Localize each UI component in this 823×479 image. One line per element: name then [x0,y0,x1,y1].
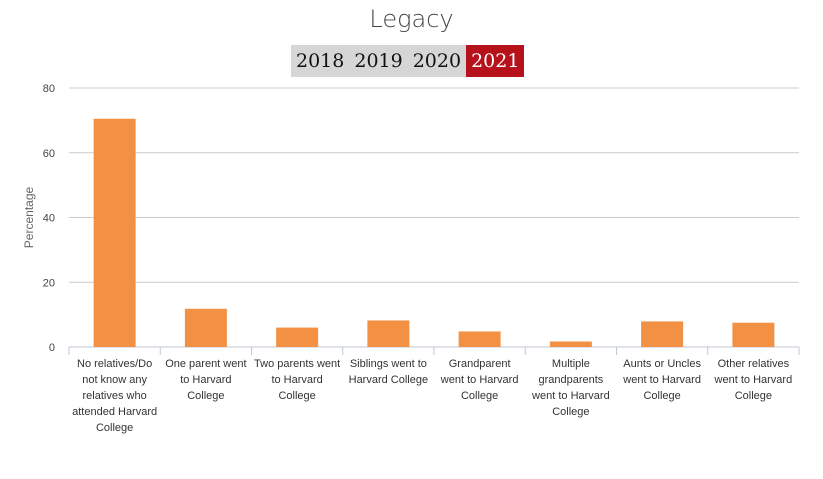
year-tab-2020[interactable]: 2020 [407,45,467,77]
y-tick-label: 20 [43,277,55,289]
year-tab-2021[interactable]: 2021 [466,45,525,77]
y-tick-label: 0 [49,342,55,354]
x-tick-label: One parent went to Harvard College [165,358,247,402]
x-tick-label: Other relatives went to Harvard College [714,358,793,402]
x-tick-label: No relatives/Do not know any relatives w… [72,358,158,434]
x-tick-label: Aunts or Uncles went to Harvard College [623,358,701,402]
year-tab-2018[interactable]: 2018 [291,45,350,77]
bar [367,320,410,347]
bar [549,341,592,347]
bar [458,331,501,347]
bar [732,322,775,347]
y-axis-title: Percentage [22,186,36,248]
x-tick-label: Siblings went to Harvard College [348,358,429,386]
y-tick-label: 60 [43,148,55,160]
year-tab-2019[interactable]: 2019 [349,45,408,77]
x-tick-label: Grandparent went to Harvard College [440,358,519,402]
bar [93,118,136,347]
x-tick-label: Multiple grandparents went to Harvard Co… [532,358,610,418]
bar [184,308,227,347]
bar [276,327,319,347]
y-tick-label: 40 [43,213,55,225]
y-tick-label: 80 [43,83,55,95]
chart-title: Legacy [369,5,454,33]
x-tick-label: Two parents went to Harvard College [254,358,341,402]
year-selector: 2018 2019 2020 2021 [291,45,525,77]
bar [641,321,684,347]
